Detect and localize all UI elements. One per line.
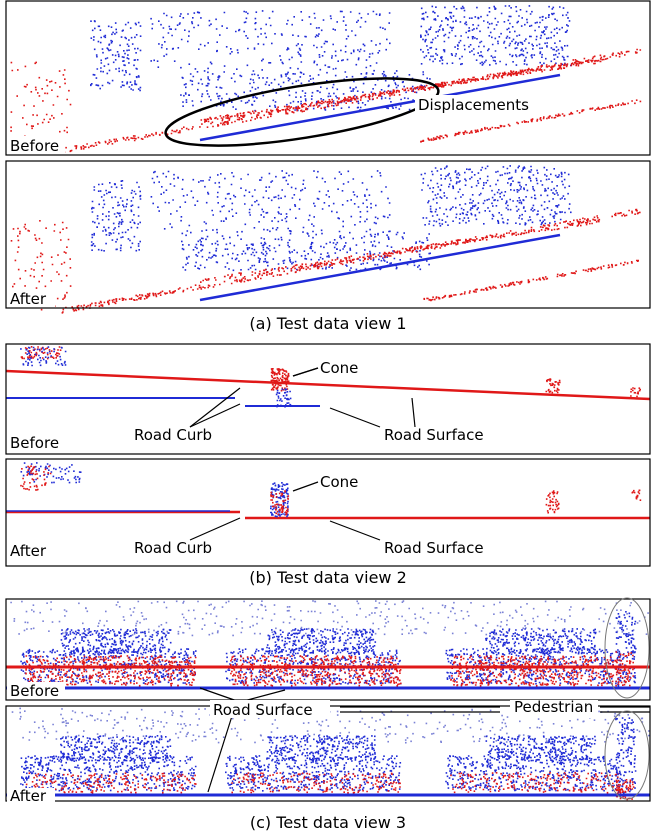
annotation: Cone xyxy=(320,359,358,377)
annotation: Displacements xyxy=(418,96,529,114)
view-frame xyxy=(6,161,650,308)
point-clouds xyxy=(6,5,650,800)
annotation: Road Curb xyxy=(134,426,212,444)
point-cloud xyxy=(10,49,641,153)
point-cloud xyxy=(450,772,621,794)
view-frame xyxy=(6,1,650,155)
view-label: Before xyxy=(10,137,59,155)
caption: (b) Test data view 2 xyxy=(249,568,407,587)
annotation: Road Surface xyxy=(213,701,313,719)
point-cloud xyxy=(21,462,289,517)
view-label: After xyxy=(10,290,47,308)
view-label: After xyxy=(10,542,47,560)
annotation: Cone xyxy=(320,473,358,491)
view-label: Before xyxy=(10,434,59,452)
figure: Before Displacements After (a) Test data… xyxy=(0,0,652,838)
point-cloud xyxy=(615,611,637,687)
annotation: Road Curb xyxy=(134,539,212,557)
point-cloud xyxy=(225,735,401,792)
point-line xyxy=(200,235,560,300)
annotation: Road Surface xyxy=(384,539,484,557)
view-label: After xyxy=(10,787,47,805)
view-label: Before xyxy=(10,682,59,700)
point-cloud xyxy=(91,165,572,271)
caption: (c) Test data view 3 xyxy=(250,813,406,832)
point-cloud xyxy=(445,735,621,791)
point-cloud xyxy=(615,779,634,800)
caption: (a) Test data view 1 xyxy=(249,314,406,333)
annotation: Pedestrian xyxy=(514,698,593,716)
annotation: Road Surface xyxy=(384,426,484,444)
point-cloud xyxy=(11,209,641,314)
